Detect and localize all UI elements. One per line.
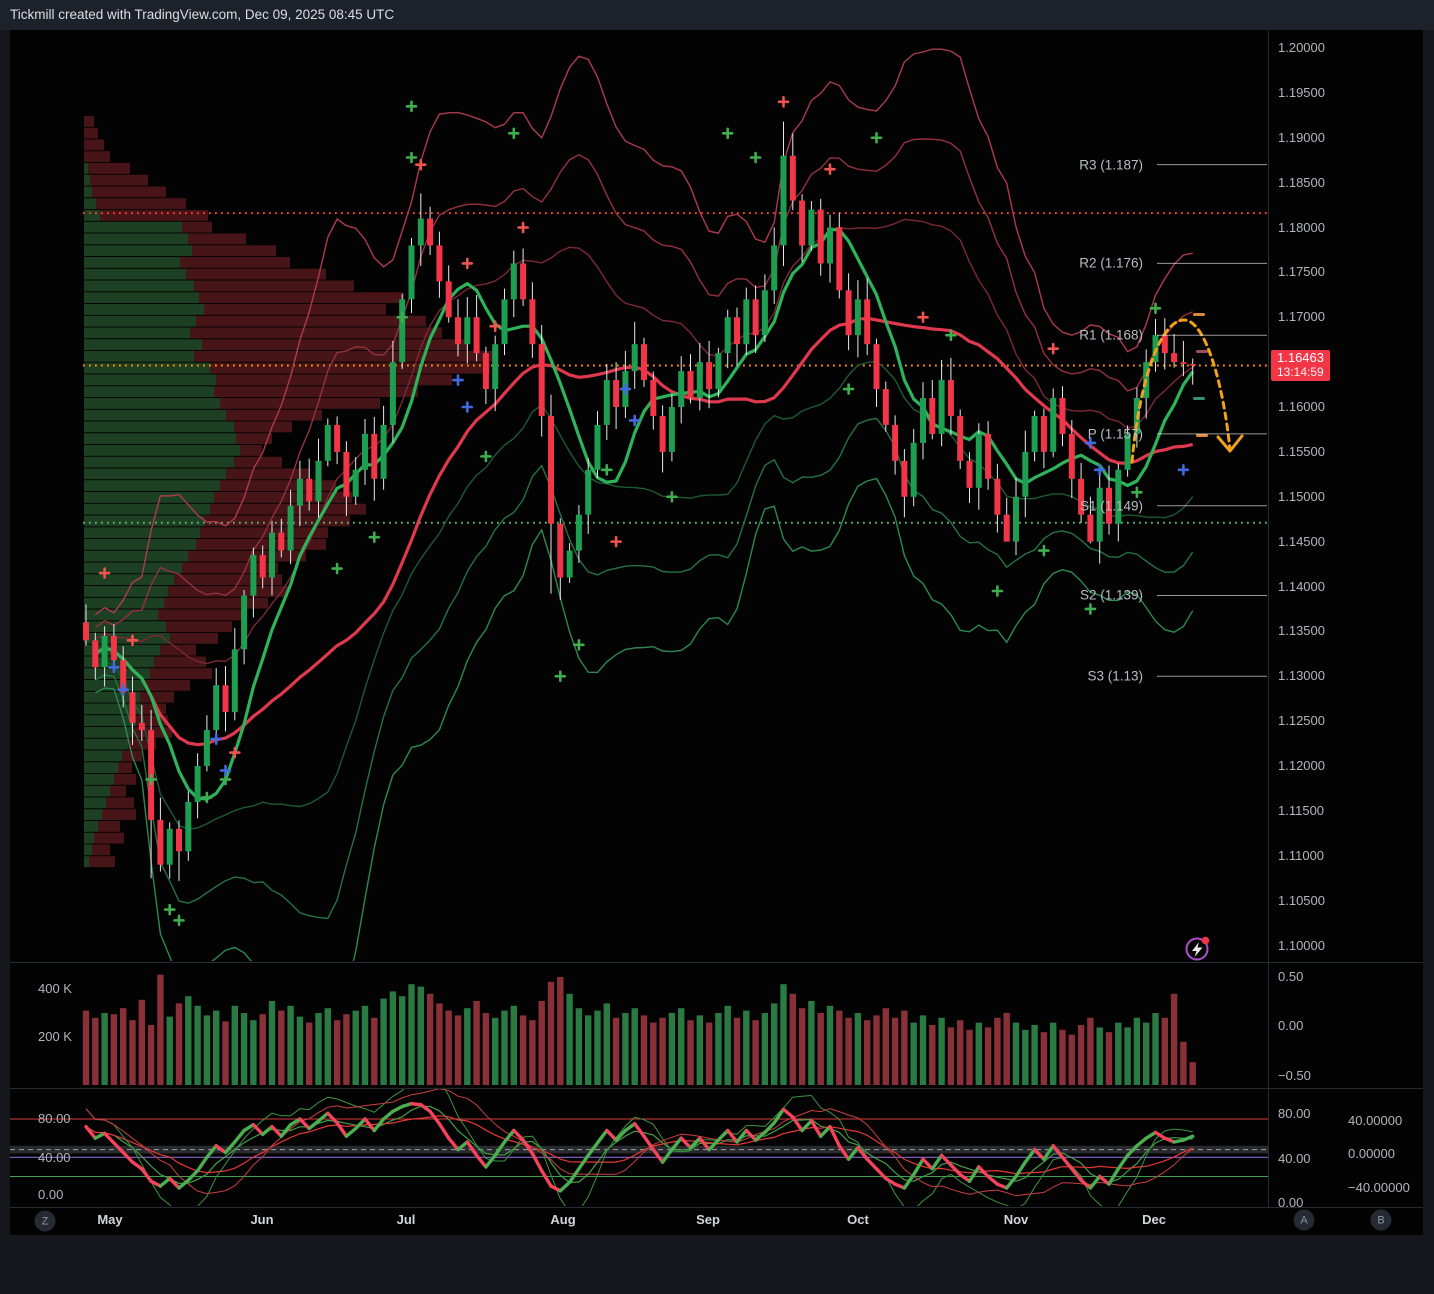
price-axis-label: 1.10500 [1278, 892, 1325, 908]
oscillator-right-scale-label: 0.00 [1278, 1195, 1304, 1210]
oscillator-secondary-scale-label: 40.00000 [1348, 1113, 1403, 1128]
price-axis-label: 1.14500 [1278, 533, 1325, 549]
volume-right-scale-label: −0.50 [1278, 1068, 1311, 1083]
price-axis-label: 1.11000 [1278, 847, 1325, 863]
oscillator-scale-label: 80.00 [38, 1111, 71, 1126]
oscillator-scale-label: 40.00 [38, 1150, 71, 1165]
price-axis-label: 1.17500 [1278, 264, 1325, 280]
price-axis-label: 1.12000 [1278, 758, 1325, 773]
oscillator-scale-label: 0.00 [38, 1187, 64, 1202]
pivot-level-label: R3 (1.187) [1079, 157, 1143, 173]
price-axis-label: 1.15500 [1278, 443, 1325, 459]
oscillator-right-scale-label: 80.00 [1278, 1106, 1311, 1121]
time-axis-month: Aug [550, 1212, 576, 1227]
pivot-level-label: P (1.157) [1087, 426, 1143, 442]
pivot-level-label: R1 (1.168) [1079, 327, 1143, 343]
price-axis-label: 1.12500 [1278, 713, 1325, 729]
time-axis-month: Nov [1003, 1212, 1029, 1227]
price-axis-label: 1.13000 [1278, 668, 1325, 684]
chart-attribution-text: Tickmill created with TradingView.com, D… [10, 7, 395, 22]
time-axis-month: Sep [696, 1212, 720, 1227]
price-axis-label: 1.19500 [1278, 84, 1325, 100]
chart-title-bar: Tickmill created with TradingView.com, D… [0, 0, 1434, 30]
price-axis-label: 1.10000 [1278, 937, 1325, 953]
price-axis-label: 1.20000 [1278, 40, 1325, 55]
pivot-level-label: S3 (1.13) [1087, 668, 1143, 684]
axis-button-b[interactable]: B [1370, 1209, 1392, 1231]
price-axis-label: 1.16000 [1278, 399, 1325, 414]
axis-button-z[interactable]: Z [34, 1210, 56, 1232]
volume-scale-label: 400 K [38, 981, 72, 996]
volume-right-scale-label: 0.50 [1278, 969, 1304, 984]
price-axis-label: 1.19000 [1278, 129, 1325, 145]
last-price-badge: 1.16463 13:14:59 [1271, 350, 1330, 382]
bar-countdown: 13:14:59 [1277, 365, 1324, 380]
time-axis-month: May [97, 1212, 123, 1227]
time-axis-month: Jun [250, 1212, 274, 1227]
last-price-value: 1.16463 [1277, 350, 1324, 366]
price-axis-label: 1.11500 [1278, 802, 1325, 818]
time-axis-month: Jul [396, 1212, 416, 1227]
price-axis-label: 1.17000 [1278, 309, 1325, 325]
volume-scale-label: 200 K [38, 1029, 72, 1044]
price-axis-label: 1.18500 [1278, 174, 1325, 190]
oscillator-secondary-scale-label: 0.00000 [1348, 1146, 1395, 1161]
price-axis-label: 1.14000 [1278, 578, 1325, 594]
pivot-level-label: R2 (1.176) [1079, 255, 1143, 271]
flash-icon[interactable] [1185, 936, 1210, 961]
time-axis-month: Dec [1142, 1212, 1166, 1227]
pivot-level-label: S2 (1.139) [1079, 587, 1143, 603]
price-axis-label: 1.18000 [1278, 219, 1325, 235]
axis-button-a[interactable]: A [1293, 1209, 1315, 1231]
time-axis-month: Oct [847, 1212, 869, 1227]
price-axis-label: 1.13500 [1278, 623, 1325, 639]
volume-right-scale-label: 0.00 [1278, 1018, 1304, 1033]
price-axis-label: 1.15000 [1278, 488, 1325, 504]
oscillator-secondary-scale-label: −40.00000 [1348, 1180, 1410, 1195]
pivot-level-label: S1 (1.149) [1079, 498, 1143, 514]
oscillator-right-scale-label: 40.00 [1278, 1151, 1311, 1166]
footer-bar: TradingView [0, 1235, 1434, 1294]
